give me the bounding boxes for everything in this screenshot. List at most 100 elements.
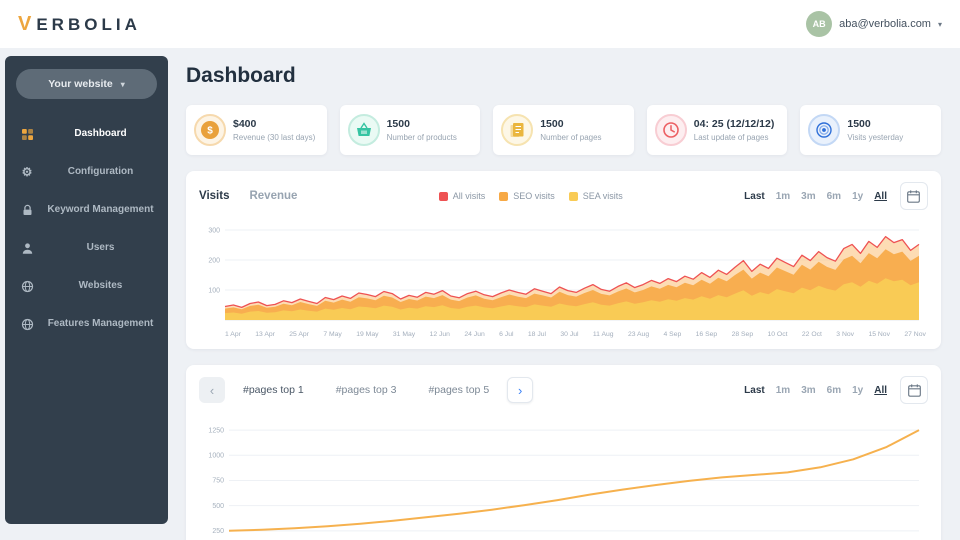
x-axis-label: 13 Apr <box>255 331 275 338</box>
range-1m[interactable]: 1m <box>775 384 791 396</box>
tab-pages-top-3[interactable]: #pages top 3 <box>335 384 397 396</box>
x-axis-label: 30 Jul <box>560 331 579 338</box>
visits-area-chart: 100 200 300 <box>208 227 920 321</box>
sidebar-item-users[interactable]: Users <box>5 229 168 267</box>
range-1m[interactable]: 1m <box>775 190 791 202</box>
user-email: aba@verbolia.com <box>839 18 931 30</box>
range-all[interactable]: All <box>874 190 887 202</box>
logo-v-mark: V <box>18 12 36 35</box>
sidebar-item-label: Websites <box>78 280 123 292</box>
stat-card-revenue: $ $400 Revenue (30 last days) <box>186 105 327 155</box>
range-1y[interactable]: 1y <box>852 190 864 202</box>
range-6m[interactable]: 6m <box>826 384 842 396</box>
x-axis-label: 22 Oct <box>801 331 822 338</box>
range-last[interactable]: Last <box>744 384 765 396</box>
sidebar-item-websites[interactable]: Websites <box>5 267 168 305</box>
dashboard-grid-icon <box>20 127 34 141</box>
legend-label: All visits <box>452 191 486 201</box>
calendar-button[interactable] <box>899 182 928 210</box>
range-6m[interactable]: 6m <box>826 190 842 202</box>
user-menu[interactable]: AB aba@verbolia.com ▾ <box>806 11 942 37</box>
x-axis-label: 10 Oct <box>767 331 788 338</box>
user-icon <box>20 241 34 255</box>
legend-swatch <box>438 191 448 201</box>
visits-chart-header: Visits Revenue All visits SEO visits SEA… <box>199 182 928 210</box>
pages-tabs: #pages top 1 #pages top 3 #pages top 5 <box>243 384 489 396</box>
range-last[interactable]: Last <box>744 190 765 202</box>
calendar-button[interactable] <box>900 376 928 404</box>
svg-text:$: $ <box>207 126 213 137</box>
x-axis-labels: 1 Apr 13 Apr 25 Apr 7 May 19 May 31 May 12 Jun… <box>225 331 926 338</box>
basket-icon <box>347 114 380 146</box>
chevron-right-icon: › <box>517 382 523 398</box>
stat-label: Revenue (30 last days) <box>233 133 316 142</box>
logo: V ERBOLIA <box>18 13 141 36</box>
sidebar: Your website ▾ Dashboard ⚙ Configuration… <box>5 56 168 524</box>
stat-value: 1500 <box>847 118 871 130</box>
svg-text:300: 300 <box>208 227 220 234</box>
legend-label: SEA visits <box>582 191 623 201</box>
legend-sea-visits: SEA visits <box>568 191 623 201</box>
tab-visits[interactable]: Visits <box>199 190 230 202</box>
x-axis-label: 7 May <box>323 331 342 338</box>
pages-chart-card: ‹ #pages top 1 #pages top 3 #pages top 5… <box>186 365 941 540</box>
pages-icon <box>501 114 534 146</box>
range-1y[interactable]: 1y <box>852 384 864 396</box>
tab-pages-top-5[interactable]: #pages top 5 <box>428 384 490 396</box>
website-selector-label: Your website <box>48 78 113 90</box>
legend-label: SEO visits <box>513 191 555 201</box>
x-axis-label: 23 Aug <box>627 331 650 338</box>
lock-icon <box>20 203 34 217</box>
range-3m[interactable]: 3m <box>801 190 816 202</box>
pages-chart-body: 250 500 750 1000 1250 <box>199 412 928 540</box>
x-axis-label: 12 Jun <box>429 331 450 338</box>
sidebar-item-configuration[interactable]: ⚙ Configuration <box>5 153 168 191</box>
legend-all-visits: All visits <box>438 191 486 201</box>
x-axis-label: 6 Jul <box>499 331 514 338</box>
tab-pages-top-1[interactable]: #pages top 1 <box>243 384 304 396</box>
x-axis-label: 11 Aug <box>592 331 614 338</box>
x-axis-label: 31 May <box>392 331 416 338</box>
tab-revenue[interactable]: Revenue <box>249 190 298 202</box>
sidebar-item-dashboard[interactable]: Dashboard <box>5 115 168 153</box>
next-tab-button[interactable]: › <box>507 377 534 403</box>
website-selector[interactable]: Your website ▾ <box>16 69 157 99</box>
sidebar-item-label: Users <box>86 242 115 254</box>
eye-icon <box>808 114 841 146</box>
x-axis-label: 19 May <box>356 331 379 338</box>
globe-icon <box>20 317 34 331</box>
sidebar-item-keyword-management[interactable]: Keyword Management <box>5 191 168 229</box>
clock-icon <box>654 114 687 146</box>
logo-text: ERBOLIA <box>36 14 141 34</box>
stat-card-last-update: 04: 25 (12/12/12) Last update of pages <box>646 105 788 155</box>
x-axis-label: 15 Nov <box>868 331 890 338</box>
x-axis-label: 3 Nov <box>836 331 855 338</box>
page-title: Dashboard <box>186 64 296 87</box>
chevron-down-icon: ▾ <box>120 79 125 89</box>
range-filters: Last 1m 3m 6m 1y All <box>744 385 887 396</box>
avatar: AB <box>806 11 833 37</box>
x-axis-label: 25 Apr <box>289 331 309 338</box>
range-3m[interactable]: 3m <box>801 384 816 396</box>
x-axis-label: 27 Nov <box>904 331 926 338</box>
x-axis-label: 28 Sep <box>731 331 754 338</box>
svg-text:1000: 1000 <box>208 453 224 460</box>
legend-swatch <box>568 191 578 201</box>
svg-text:500: 500 <box>212 503 224 510</box>
prev-tab-button[interactable]: ‹ <box>199 377 225 403</box>
stat-value: 04: 25 (12/12/12) <box>693 118 775 130</box>
stat-value: 1500 <box>540 118 564 130</box>
range-all[interactable]: All <box>874 384 887 396</box>
dollar-coin-icon: $ <box>194 114 226 146</box>
visits-chart-card: Visits Revenue All visits SEO visits SEA… <box>186 171 941 349</box>
sidebar-item-features-management[interactable]: Features Management <box>5 305 168 343</box>
legend-swatch <box>499 191 509 201</box>
chart-legend: All visits SEO visits SEA visits <box>438 191 623 201</box>
x-axis-label: 1 Apr <box>225 331 241 338</box>
stat-card-visits-yesterday: 1500 Visits yesterday <box>800 105 941 155</box>
svg-text:250: 250 <box>212 528 224 535</box>
stat-value: $400 <box>233 118 257 130</box>
legend-seo-visits: SEO visits <box>499 191 555 201</box>
sidebar-item-label: Dashboard <box>74 128 127 140</box>
stat-card-pages: 1500 Number of pages <box>493 105 634 155</box>
